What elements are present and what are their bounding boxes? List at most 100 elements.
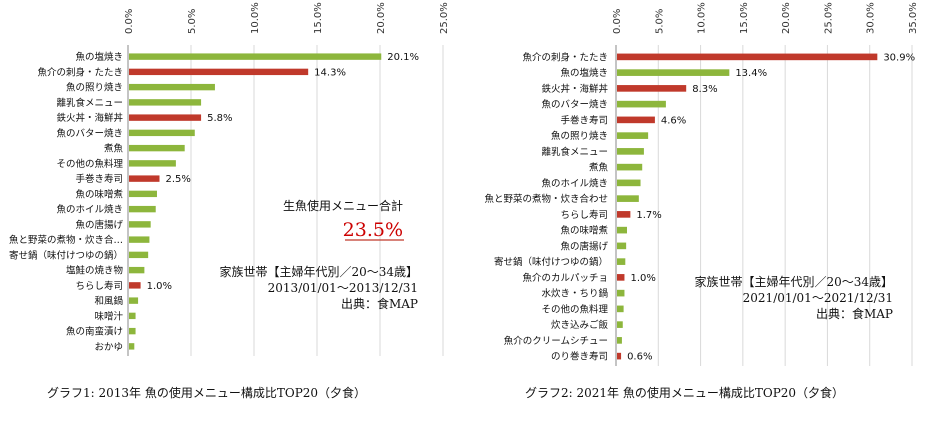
bar — [617, 226, 627, 234]
tick-label: 20.0% — [376, 2, 387, 34]
tick-label: 10.0% — [697, 2, 708, 34]
bar — [617, 321, 623, 328]
bar — [129, 327, 136, 335]
tick-label: 20.0% — [781, 2, 792, 34]
category-label: 魚と野菜の煮物・炊き合… — [9, 234, 123, 246]
bar — [129, 99, 202, 106]
category-label: ちらし寿司 — [560, 209, 608, 221]
bar — [129, 236, 150, 243]
tick-label: 25.0% — [823, 2, 834, 34]
bar — [617, 148, 644, 155]
category-label: ちらし寿司 — [75, 280, 123, 292]
category-label: おかゆ — [94, 342, 123, 353]
category-label: 寄せ鍋（味付けつゆの鍋） — [9, 249, 123, 261]
annotation-line: 出典：食MAP — [341, 296, 418, 311]
category-label: 魚の照り焼き — [551, 130, 608, 142]
category-label: 魚介のカルパッチョ — [522, 272, 608, 284]
data-label: 1.7% — [636, 210, 661, 221]
category-label: 魚のバター焼き — [56, 127, 123, 139]
category-label: 水炊き・ちり鍋 — [541, 288, 608, 300]
category-label: 和風鍋 — [94, 295, 123, 307]
bar — [617, 179, 641, 187]
bar — [617, 305, 624, 313]
bar — [617, 211, 631, 218]
category-label: 手巻き寿司 — [560, 114, 608, 126]
data-label: 2.5% — [166, 174, 191, 185]
annotation-line: 家族世帯【主婦年代別／20～34歳】 — [694, 274, 893, 289]
bar — [129, 68, 309, 76]
bar — [129, 175, 160, 182]
category-label: 煮魚 — [589, 162, 609, 174]
category-label: 手巻き寿司 — [75, 173, 123, 185]
tick-label: 15.0% — [739, 2, 750, 34]
category-label: その他の魚料理 — [56, 158, 123, 170]
data-label: 5.8% — [207, 113, 232, 124]
bar — [129, 343, 135, 350]
category-label: のり巻き寿司 — [551, 351, 608, 363]
category-label: 魚のホイル焼き — [541, 177, 608, 189]
category-label: 魚の味噌煮 — [560, 225, 608, 237]
category-label: 魚介の刺身・たたき — [37, 66, 123, 78]
data-label: 13.4% — [735, 68, 767, 79]
category-label: 魚の照り焼き — [66, 82, 123, 94]
annotation-line: 出典：食MAP — [816, 306, 893, 321]
bar — [129, 312, 136, 320]
tick-label: 10.0% — [250, 2, 261, 34]
data-label: 1.0% — [147, 281, 172, 292]
category-label: 魚介の刺身・たたき — [522, 51, 608, 63]
category-label: 味噌汁 — [94, 310, 123, 322]
category-label: その他の魚料理 — [541, 303, 608, 315]
bar — [129, 205, 156, 213]
category-label: 鉄火丼・海鮮丼 — [541, 83, 608, 95]
annotation-line: 家族世帯【主婦年代別／20～34歳】 — [219, 264, 418, 279]
bar — [129, 251, 149, 259]
category-label: 魚の唐揚げ — [560, 240, 608, 252]
data-label: 30.9% — [883, 52, 915, 63]
category-label: 魚の塩焼き — [560, 67, 608, 79]
data-label: 14.3% — [314, 67, 346, 78]
bar — [617, 258, 626, 265]
bar — [617, 116, 655, 124]
category-label: 煮魚 — [104, 143, 124, 155]
bar — [617, 53, 878, 61]
bar — [617, 100, 666, 108]
bar — [617, 163, 643, 171]
category-label: 魚の塩焼き — [75, 51, 123, 63]
bar — [617, 337, 622, 344]
category-label: 塩鮭の焼き物 — [66, 265, 124, 277]
category-label: 魚の唐揚げ — [75, 219, 123, 231]
category-label: 炊き込みご飯 — [551, 319, 609, 331]
bar — [617, 195, 639, 202]
category-label: 魚介のクリームシチュー — [504, 335, 608, 347]
bar — [129, 53, 382, 60]
bar — [129, 129, 195, 137]
bar — [129, 221, 151, 228]
tick-label: 25.0% — [439, 2, 450, 34]
bar — [129, 160, 176, 167]
category-label: 魚と野菜の煮物・炊き合わせ — [484, 193, 608, 205]
bar — [617, 69, 730, 76]
data-label: 4.6% — [661, 115, 686, 126]
data-label: 1.0% — [630, 273, 655, 284]
note-title: 生魚使用メニュー合計 — [283, 198, 403, 213]
tick-label: 35.0% — [908, 2, 919, 34]
chart-caption: グラフ2: 2021年 魚の使用メニュー構成比TOP20（夕食） — [525, 385, 844, 400]
category-label: 魚のホイル焼き — [56, 204, 123, 216]
bar — [129, 266, 145, 274]
bar — [129, 190, 157, 198]
category-label: 離乳食メニュー — [541, 146, 608, 158]
category-label: 寄せ鍋（味付けつゆの鍋） — [494, 256, 608, 268]
tick-label: 5.0% — [187, 9, 198, 34]
bar — [617, 85, 687, 92]
data-label: 20.1% — [387, 52, 419, 63]
bar — [617, 352, 622, 360]
tick-label: 30.0% — [866, 2, 877, 34]
bar — [129, 144, 185, 152]
bar — [617, 132, 649, 139]
tick-label: 15.0% — [313, 2, 324, 34]
annotation-line: 2013/01/01～2013/12/31 — [268, 281, 418, 295]
bar — [129, 282, 141, 289]
bar — [617, 274, 625, 281]
